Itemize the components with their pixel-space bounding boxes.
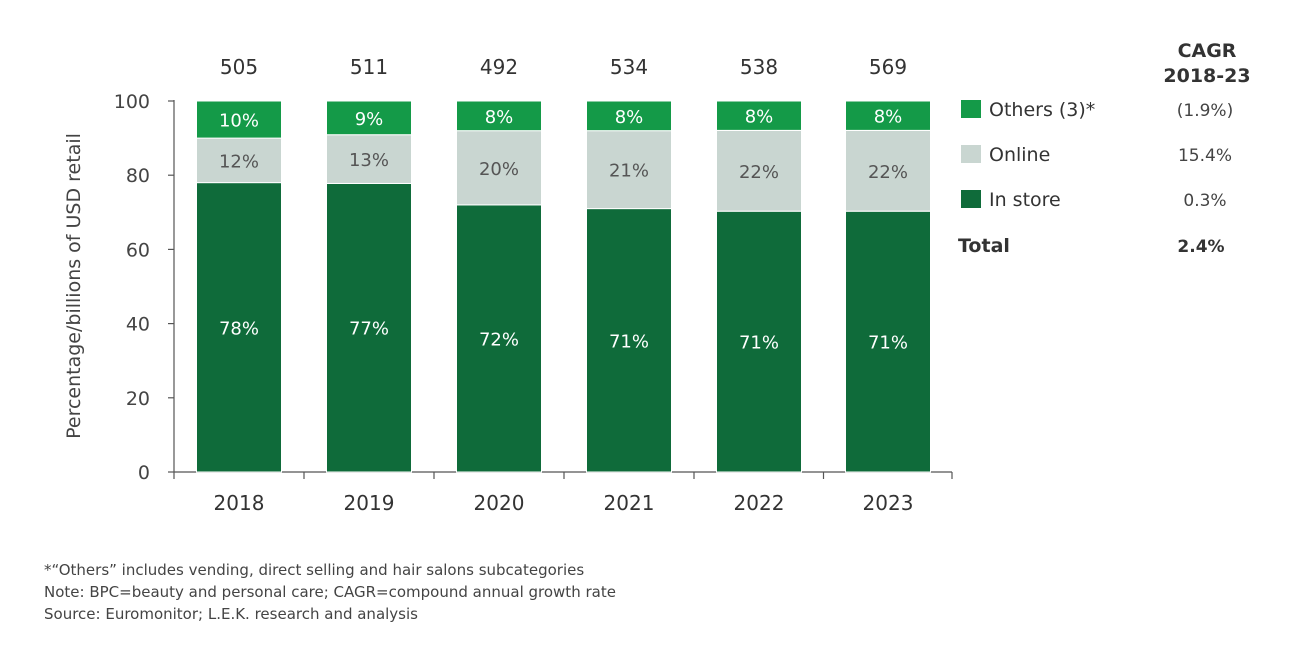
bar-others-3-2020 — [456, 100, 542, 132]
bar-others-3-2023 — [845, 100, 931, 131]
bar-others-3-2022 — [716, 100, 802, 131]
x-tick-label: 2020 — [474, 491, 525, 515]
x-tick-label: 2021 — [604, 491, 655, 515]
data-label: 71% — [868, 333, 908, 354]
bar-total-2022: 538 — [740, 55, 778, 79]
legend-swatch — [961, 100, 981, 118]
y-tick-label: 80 — [126, 165, 150, 187]
cagr-value: 15.4% — [1178, 146, 1232, 166]
data-label: 22% — [868, 162, 908, 183]
footnote-note: Note: BPC=beauty and personal care; CAGR… — [44, 583, 616, 601]
data-label: 71% — [609, 331, 649, 352]
data-label: 13% — [349, 150, 389, 171]
total-cagr: 2.4% — [1177, 237, 1224, 257]
bar-online-2019 — [326, 134, 412, 184]
cagr-header: CAGR — [1178, 40, 1237, 62]
data-label: 9% — [355, 109, 384, 130]
cagr-value: (1.9%) — [1177, 101, 1233, 121]
bar-total-2018: 505 — [220, 55, 258, 79]
data-label: 72% — [479, 329, 519, 350]
bar-online-2021 — [586, 130, 672, 210]
y-tick-label: 20 — [126, 388, 150, 410]
bar-in-store-2018 — [196, 182, 282, 473]
legend-label: In store — [989, 189, 1061, 211]
bar-total-2023: 569 — [869, 55, 907, 79]
legend-label: Online — [989, 144, 1050, 166]
legend-label: Others (3)* — [989, 99, 1095, 121]
footnotes: *“Others” includes vending, direct selli… — [44, 559, 616, 625]
total-label: Total — [958, 235, 1010, 257]
bar-others-3-2018 — [196, 100, 282, 139]
data-label: 10% — [219, 111, 259, 132]
bar-total-2019: 511 — [350, 55, 388, 79]
data-label: 8% — [745, 107, 774, 128]
data-label: 8% — [874, 107, 903, 128]
bar-total-2020: 492 — [480, 55, 518, 79]
bar-in-store-2023 — [845, 210, 931, 473]
x-tick-label: 2023 — [863, 491, 914, 515]
y-tick-label: 0 — [138, 462, 150, 484]
footnote-source: Source: Euromonitor; L.E.K. research and… — [44, 605, 418, 623]
data-label: 21% — [609, 161, 649, 182]
bar-online-2020 — [456, 130, 542, 206]
x-tick-label: 2022 — [734, 491, 785, 515]
stacked-bar-chart: Percentage/billions of USD retail 0 20 40 60… — [63, 40, 1251, 515]
data-label: 78% — [219, 318, 259, 339]
data-label: 77% — [349, 319, 389, 340]
data-label: 20% — [479, 159, 519, 180]
data-label: 22% — [739, 162, 779, 183]
footnote-others: *“Others” includes vending, direct selli… — [44, 561, 585, 579]
bar-in-store-2022 — [716, 210, 802, 473]
bar-online-2022 — [716, 129, 802, 212]
bar-online-2023 — [845, 129, 931, 212]
y-tick-label: 40 — [126, 314, 150, 336]
bar-in-store-2021 — [586, 208, 672, 473]
bar-in-store-2019 — [326, 182, 412, 473]
cagr-value: 0.3% — [1183, 191, 1226, 211]
x-tick-label: 2018 — [214, 491, 265, 515]
data-label: 12% — [219, 151, 259, 172]
data-label: 8% — [615, 107, 644, 128]
y-tick-label: 60 — [126, 239, 150, 261]
bar-others-3-2021 — [586, 100, 672, 132]
data-label: 71% — [739, 333, 779, 354]
bar-total-2021: 534 — [610, 55, 648, 79]
x-tick-label: 2019 — [344, 491, 395, 515]
y-axis-title: Percentage/billions of USD retail — [63, 133, 85, 439]
legend-swatch — [961, 145, 981, 163]
legend-swatch — [961, 190, 981, 208]
y-tick-label: 100 — [114, 91, 150, 113]
bar-others-3-2019 — [326, 100, 412, 136]
data-label: 8% — [485, 107, 514, 128]
cagr-period: 2018-23 — [1163, 65, 1250, 87]
bar-online-2018 — [196, 137, 282, 184]
